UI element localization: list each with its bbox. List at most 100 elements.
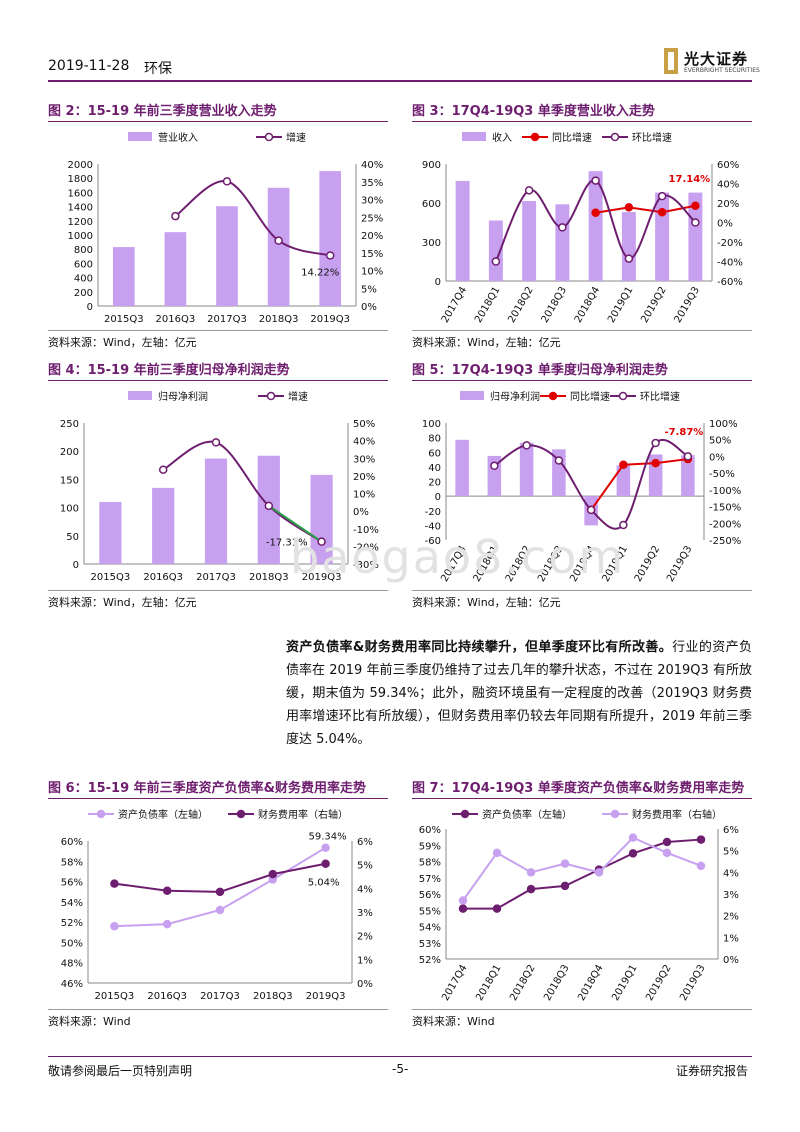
bar bbox=[99, 501, 122, 564]
figure-4-source-rule bbox=[48, 590, 388, 591]
left-tick-label: 0 bbox=[87, 302, 93, 313]
data-point bbox=[619, 460, 628, 470]
data-point bbox=[268, 869, 278, 879]
left-tick-label: 1000 bbox=[68, 231, 93, 242]
annotation-label: -7.87% bbox=[664, 427, 703, 438]
x-tick-label: 2016Q3 bbox=[143, 572, 183, 583]
right-tick-label: 0% bbox=[717, 219, 733, 230]
right-tick-label: 0% bbox=[357, 979, 373, 990]
left-tick-label: 56% bbox=[61, 878, 83, 889]
data-point bbox=[490, 461, 499, 471]
bar bbox=[267, 187, 290, 306]
right-tick-label: -200% bbox=[709, 519, 741, 530]
highlight-segment bbox=[268, 505, 323, 543]
legend-swatch-bar bbox=[462, 132, 486, 141]
series-line bbox=[174, 180, 331, 257]
logo-name: 光大证券 bbox=[684, 50, 749, 68]
figure-2-source-rule bbox=[48, 330, 388, 331]
right-tick-label: 100% bbox=[709, 419, 738, 430]
data-point bbox=[624, 203, 634, 212]
left-tick-label: 1800 bbox=[68, 174, 93, 185]
x-tick-label: 2017Q3 bbox=[200, 991, 240, 1002]
report-sector: 环保 bbox=[144, 61, 172, 77]
right-tick-label: 2% bbox=[723, 912, 739, 923]
right-tick-label: 0% bbox=[361, 302, 377, 313]
data-point bbox=[492, 904, 502, 913]
legend-label: 归母净利润 bbox=[490, 390, 540, 403]
data-point bbox=[491, 257, 501, 266]
x-tick-label: 2015Q3 bbox=[91, 572, 131, 583]
figure-3-source: 资料来源：Wind，左轴：亿元 bbox=[412, 336, 561, 349]
right-tick-label: 0% bbox=[353, 507, 369, 518]
legend-swatch-marker bbox=[618, 391, 628, 401]
bar bbox=[455, 439, 469, 497]
data-point bbox=[321, 859, 330, 868]
right-tick-label: 50% bbox=[353, 419, 375, 430]
left-tick-label: 50% bbox=[61, 938, 83, 949]
data-point bbox=[522, 441, 531, 450]
x-tick-label: 2018Q2 bbox=[508, 963, 537, 1003]
legend-swatch-marker bbox=[610, 132, 620, 142]
x-tick-label: 2019Q3 bbox=[310, 314, 350, 325]
legend-label: 同比增速 bbox=[552, 131, 592, 144]
left-tick-label: 800 bbox=[74, 245, 93, 256]
left-tick-label: 58% bbox=[61, 857, 83, 868]
x-tick-label: 2019Q2 bbox=[633, 544, 662, 584]
chart-figure-7: 52% 53% 54% 55% 56% 57% 58% 59% 60% 0% 1% 2% 3% 4% 5% 6… bbox=[419, 808, 739, 1003]
bar bbox=[681, 455, 695, 497]
x-tick-label: 2015Q3 bbox=[104, 314, 144, 325]
data-point bbox=[619, 520, 628, 530]
x-tick-label: 2019Q3 bbox=[678, 963, 707, 1003]
left-tick-label: 1600 bbox=[68, 188, 93, 199]
legend-label: 营业收入 bbox=[158, 131, 198, 144]
data-point bbox=[657, 191, 667, 201]
data-point bbox=[662, 848, 672, 858]
figure-6-source: 资料来源：Wind bbox=[48, 1015, 131, 1028]
figure-2-title-rule bbox=[48, 121, 388, 122]
left-tick-label: 900 bbox=[422, 160, 441, 171]
left-tick-label: 54% bbox=[419, 923, 441, 934]
data-point bbox=[325, 251, 335, 260]
series-line bbox=[595, 204, 696, 214]
x-tick-label: 2018Q1 bbox=[474, 963, 503, 1003]
bar bbox=[164, 232, 187, 306]
bar bbox=[455, 180, 470, 281]
figure-3-title-rule bbox=[412, 121, 752, 122]
right-tick-label: -100% bbox=[709, 486, 741, 497]
data-point bbox=[628, 833, 638, 842]
data-point bbox=[526, 868, 536, 877]
left-tick-label: 0 bbox=[73, 560, 79, 571]
data-point bbox=[524, 186, 534, 195]
legend-label: 同比增速 bbox=[570, 390, 610, 403]
legend-swatch-marker bbox=[266, 391, 276, 401]
data-point bbox=[110, 879, 119, 888]
chart-figure-5: -60 -40 -20 0 20 40 60 80 100 -250% -200% -150% -100… bbox=[422, 390, 741, 584]
left-tick-label: 57% bbox=[419, 874, 441, 885]
x-tick-label: 2017Q4 bbox=[440, 285, 469, 325]
data-point bbox=[683, 452, 693, 461]
bar bbox=[522, 201, 537, 281]
right-tick-label: 4% bbox=[723, 868, 739, 879]
bar bbox=[310, 474, 333, 564]
company-logo: 光大证券 EVERBRIGHT SECURITIES bbox=[664, 48, 764, 78]
figure-5-title: 图 5：17Q4-19Q3 单季度归母净利润走势 bbox=[412, 363, 668, 378]
report-date: 2019-11-28 bbox=[48, 58, 130, 74]
legend-label: 增速 bbox=[288, 390, 308, 403]
x-tick-label: 2018Q3 bbox=[540, 285, 569, 325]
left-tick-label: -40 bbox=[425, 521, 441, 532]
bar bbox=[216, 206, 238, 306]
left-tick-label: 100 bbox=[422, 419, 441, 430]
data-point bbox=[492, 848, 502, 858]
left-tick-label: 40 bbox=[428, 463, 441, 474]
figure-6-title: 图 6：15-19 年前三季度资产负债率&财务费用率走势 bbox=[48, 781, 367, 796]
right-tick-label: 40% bbox=[717, 180, 739, 191]
right-tick-label: 3% bbox=[723, 890, 739, 901]
right-tick-label: 10% bbox=[361, 267, 383, 278]
figure-3-title: 图 3：17Q4-19Q3 单季度营业收入走势 bbox=[412, 104, 655, 119]
data-point bbox=[591, 176, 600, 185]
right-tick-label: 20% bbox=[353, 472, 375, 483]
left-tick-label: 48% bbox=[61, 959, 83, 970]
watermark: baogao8.com bbox=[290, 530, 626, 584]
data-point bbox=[274, 236, 283, 245]
right-tick-label: 25% bbox=[361, 213, 383, 224]
